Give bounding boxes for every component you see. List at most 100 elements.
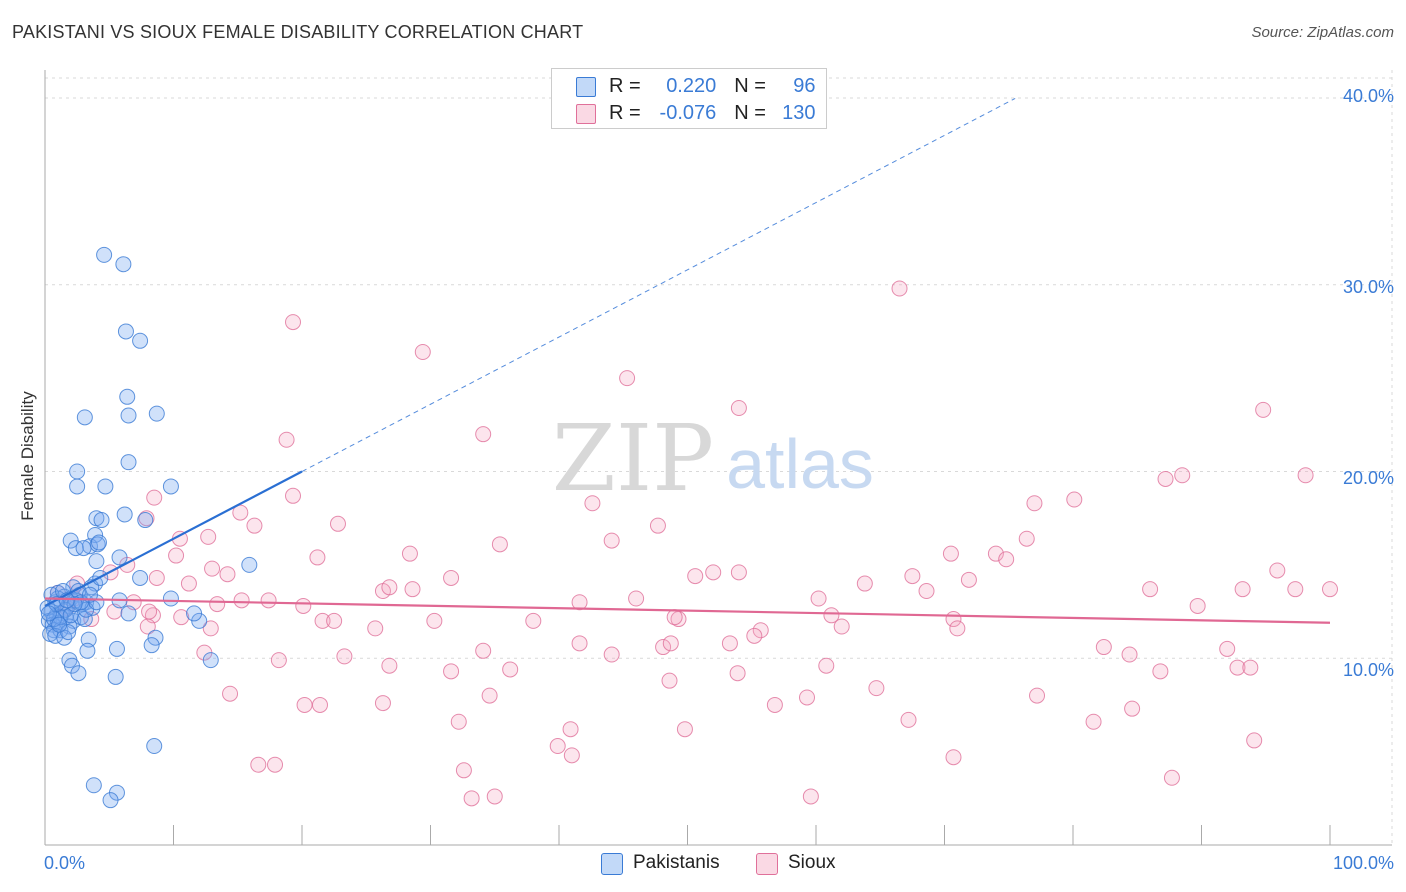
- sioux-point: [802, 788, 819, 805]
- pakistani-point: [120, 605, 137, 622]
- pakistani-point: [88, 553, 105, 570]
- sioux-point: [1234, 581, 1251, 598]
- sioux-point: [443, 663, 460, 680]
- sioux-point: [204, 560, 221, 577]
- n-label: N =: [734, 102, 772, 124]
- sioux-point: [311, 696, 328, 713]
- sioux-point: [676, 721, 693, 738]
- pakistani-point: [76, 409, 93, 426]
- pakistani-point: [69, 478, 86, 495]
- sioux-point: [475, 426, 492, 443]
- sioux-point: [1322, 581, 1338, 598]
- pakistani-point: [137, 512, 154, 529]
- pakistani-point: [51, 616, 68, 633]
- n-value: 130: [782, 102, 816, 124]
- sioux-point: [687, 568, 704, 585]
- sioux-point: [146, 489, 163, 506]
- sioux-point: [260, 592, 277, 609]
- pakistani-point: [162, 478, 179, 495]
- sioux-point: [1242, 659, 1259, 676]
- sioux-point: [233, 592, 250, 609]
- sioux-point: [481, 687, 498, 704]
- sioux-point: [1246, 732, 1263, 749]
- sioux-point: [1066, 491, 1083, 508]
- sioux-point: [285, 314, 302, 331]
- sioux-point: [463, 790, 480, 807]
- pakistani-point: [66, 596, 83, 613]
- sioux-point: [904, 568, 921, 585]
- sioux-point: [1255, 401, 1272, 418]
- pakistani-point: [119, 388, 136, 405]
- sioux-point: [563, 747, 580, 764]
- sioux-point: [721, 635, 738, 652]
- n-value: 96: [793, 75, 816, 97]
- sioux-point: [1229, 659, 1246, 676]
- sioux-point: [202, 620, 219, 637]
- sioux-point: [730, 564, 747, 581]
- sioux-point: [562, 721, 579, 738]
- sioux-point: [655, 639, 672, 656]
- sioux-point: [833, 618, 850, 635]
- legend-swatch-blue: [601, 853, 623, 875]
- sioux-point: [1174, 467, 1191, 484]
- sioux-point: [173, 609, 190, 626]
- sioux-point: [374, 695, 391, 712]
- pakistani-point: [40, 605, 57, 622]
- sioux-point: [450, 713, 467, 730]
- pakistani-point: [162, 590, 179, 607]
- sioux-point: [752, 622, 769, 639]
- pakistani-point: [85, 777, 102, 794]
- sioux-point: [918, 583, 935, 600]
- sioux-point: [1085, 713, 1102, 730]
- sioux-point: [942, 545, 959, 562]
- sioux-point: [443, 569, 460, 586]
- sioux-point: [1026, 495, 1043, 512]
- sioux-point: [987, 545, 1004, 562]
- sioux-point: [998, 551, 1015, 568]
- x-tick-label: 0.0%: [44, 853, 86, 873]
- sioux-point: [295, 597, 312, 614]
- sioux-point: [486, 788, 503, 805]
- sioux-point: [729, 665, 746, 682]
- sioux-point: [1152, 663, 1169, 680]
- n-label: N =: [734, 75, 772, 97]
- sioux-point: [1269, 562, 1286, 579]
- sioux-point: [900, 711, 917, 728]
- sioux-point: [148, 569, 165, 586]
- sioux-point: [649, 517, 666, 534]
- chart-title: PAKISTANI VS SIOUX FEMALE DISABILITY COR…: [12, 22, 584, 42]
- sioux-point: [475, 642, 492, 659]
- sioux-point: [628, 590, 645, 607]
- sioux-point: [666, 609, 683, 626]
- sioux-point: [619, 370, 636, 387]
- sioux-point: [818, 657, 835, 674]
- pakistani-point: [146, 738, 163, 755]
- pakistani-point: [116, 506, 133, 523]
- pakistani-point: [97, 478, 114, 495]
- chart-source: Source: ZipAtlas.com: [1251, 24, 1394, 41]
- sioux-point: [949, 620, 966, 637]
- pakistani-point: [120, 407, 137, 424]
- sioux-point: [1163, 769, 1180, 786]
- sioux-point: [1124, 700, 1141, 717]
- pakistani-point: [241, 556, 258, 573]
- pakistani-point: [147, 629, 164, 646]
- sioux-point: [267, 756, 284, 773]
- sioux-point: [1142, 581, 1159, 598]
- r-value: 0.220: [666, 75, 717, 97]
- legend-label: Pakistanis: [633, 852, 720, 873]
- sioux-point: [730, 400, 747, 417]
- sioux-point: [1189, 597, 1206, 614]
- sioux-point: [285, 487, 302, 504]
- legend-swatch-pink: [576, 104, 596, 124]
- stats-legend: R = 0.220 N = 96 R = -0.076 N = 130: [551, 68, 827, 129]
- sioux-point: [141, 603, 158, 620]
- sioux-point: [571, 635, 588, 652]
- sioux-point: [180, 575, 197, 592]
- r-label: R =: [609, 75, 647, 97]
- sioux-point: [1121, 646, 1138, 663]
- sioux-point: [799, 689, 816, 706]
- sioux-point: [336, 648, 353, 665]
- pakistani-point: [107, 668, 124, 685]
